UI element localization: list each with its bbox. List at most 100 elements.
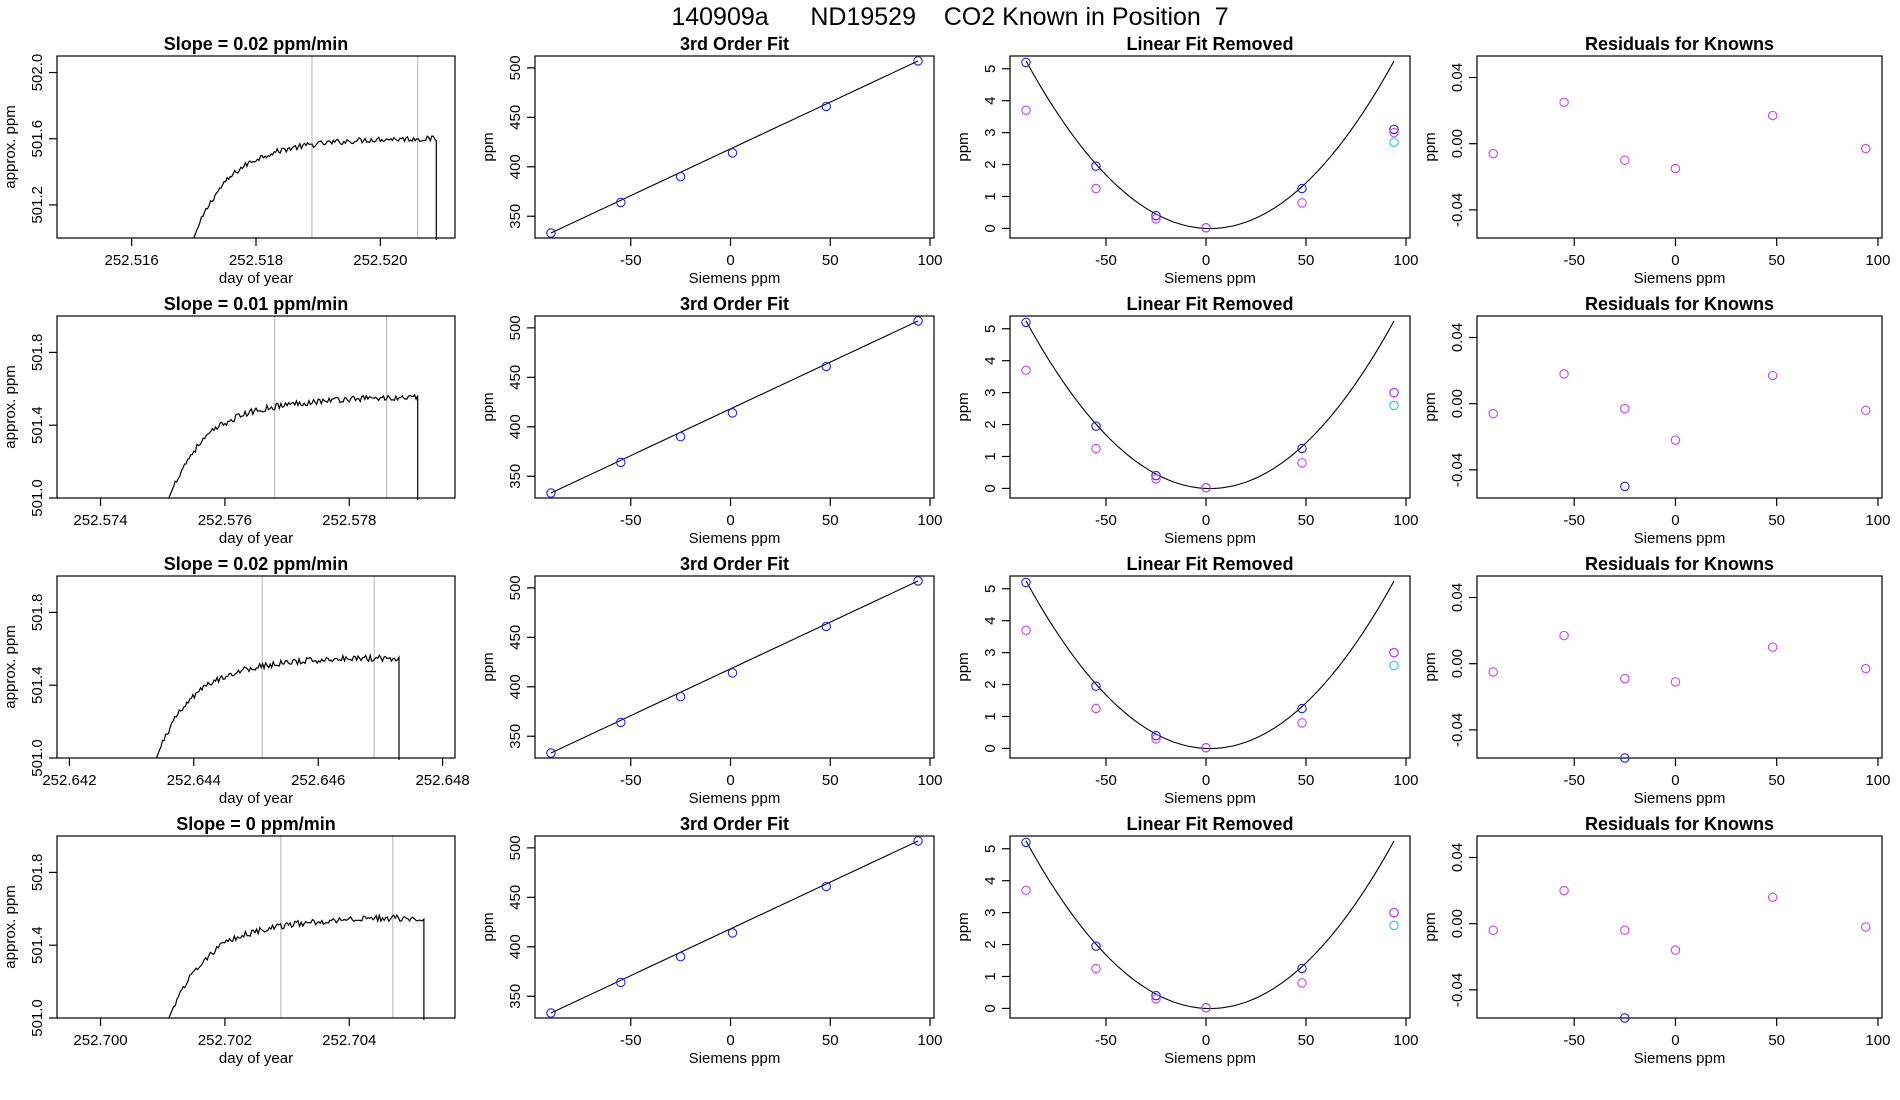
data-point: [1297, 718, 1307, 728]
data-point: [1201, 1003, 1211, 1013]
y-tick-label: 3: [982, 908, 999, 916]
y-tick-label: 4: [982, 357, 999, 365]
x-tick-label: 0: [1671, 1032, 1679, 1049]
y-tick-label: 501.2: [29, 186, 46, 224]
chart-panel: Residuals for Knowns Siemens ppm ppm -50 0 50…: [1422, 814, 1890, 1067]
x-tick-label: 100: [1393, 252, 1418, 269]
y-tick-label: 2: [982, 940, 999, 948]
data-point: [1861, 922, 1871, 932]
x-axis-label: Siemens ppm: [1164, 270, 1256, 287]
y-tick-label: 0.04: [1449, 583, 1466, 612]
plot-frame: [1476, 835, 1883, 1019]
plot-frame: [1009, 575, 1411, 759]
y-tick-label: -0.04: [1449, 973, 1466, 1007]
data-point: [1620, 925, 1630, 936]
y-tick-label: 350: [507, 464, 524, 489]
data-point: [675, 431, 686, 442]
y-tick-label: 0.00: [1449, 909, 1466, 938]
x-tick-label: 100: [1865, 772, 1890, 789]
data-point: [1091, 681, 1101, 691]
y-tick-label: 501.0: [29, 739, 46, 777]
x-tick-label: 100: [917, 772, 942, 789]
data-point: [727, 408, 738, 418]
data-point: [1297, 458, 1307, 468]
x-axis-label: Siemens ppm: [689, 1050, 781, 1067]
data-point: [546, 1008, 556, 1018]
y-tick-label: 3: [982, 648, 999, 656]
data-point: [1151, 994, 1161, 1004]
chart-panel: Slope = 0.02 ppm/min day of year approx. p…: [2, 554, 470, 807]
data-point: [1201, 223, 1211, 233]
data-point: [1767, 892, 1778, 902]
x-tick-label: 50: [822, 252, 839, 269]
x-tick-label: 0: [1202, 772, 1210, 789]
data-point: [1151, 990, 1161, 1001]
data-point: [1021, 577, 1031, 588]
fit-line: [550, 580, 919, 754]
chart-panel: 3rd Order Fit Siemens ppm ppm -50 0 50 100 350 4…: [480, 554, 943, 807]
y-tick-label: 2: [982, 160, 999, 168]
x-tick-label: 252.704: [322, 1032, 376, 1049]
data-point: [1620, 155, 1630, 165]
x-axis-label: Siemens ppm: [1164, 530, 1256, 547]
x-axis-label: Siemens ppm: [1164, 790, 1256, 807]
y-tick-label: -0.04: [1449, 453, 1466, 487]
data-point: [1767, 642, 1778, 652]
data-point: [1488, 408, 1498, 419]
y-tick-label: 0.04: [1449, 323, 1466, 352]
fit-curve: [1025, 60, 1395, 230]
plot-frame: [1009, 55, 1411, 239]
fit-curve: [1025, 580, 1395, 750]
data-point: [675, 691, 686, 702]
trace-line: [155, 652, 400, 760]
data-point: [1201, 483, 1211, 493]
data-point: [1091, 703, 1101, 714]
x-tick-label: 0: [726, 772, 734, 789]
data-point: [1091, 183, 1101, 194]
data-point: [913, 316, 923, 326]
data-point: [1767, 110, 1778, 121]
data-point: [1620, 753, 1630, 763]
x-axis-label: Siemens ppm: [1164, 1050, 1256, 1067]
y-axis-label: ppm: [1422, 652, 1439, 681]
x-tick-label: 0: [726, 252, 734, 269]
chart-title: 3rd Order Fit: [680, 814, 789, 834]
data-point: [1488, 925, 1498, 936]
x-tick-label: 0: [1671, 772, 1679, 789]
x-tick-label: 50: [822, 772, 839, 789]
x-tick-label: -50: [620, 252, 642, 269]
x-tick-label: 50: [822, 1032, 839, 1049]
x-tick-label: 100: [1865, 1032, 1890, 1049]
y-tick-label: 0.00: [1449, 649, 1466, 678]
data-point: [1389, 124, 1399, 135]
data-point: [1861, 143, 1871, 154]
y-tick-label: 5: [982, 585, 999, 593]
y-tick-label: 0.00: [1449, 129, 1466, 158]
x-tick-label: 100: [1393, 1032, 1418, 1049]
x-tick-label: -50: [620, 512, 642, 529]
x-axis-label: Siemens ppm: [689, 530, 781, 547]
data-point: [1767, 370, 1778, 381]
data-point: [1861, 405, 1871, 416]
data-point: [546, 748, 556, 758]
data-point: [1620, 403, 1630, 414]
y-axis-label: ppm: [955, 132, 972, 161]
y-axis-label: ppm: [955, 912, 972, 941]
x-tick-label: 50: [1298, 252, 1315, 269]
data-point: [1297, 703, 1307, 714]
x-tick-label: 50: [822, 512, 839, 529]
data-point: [821, 881, 832, 892]
data-point: [1021, 365, 1031, 376]
chart-title: 3rd Order Fit: [680, 294, 789, 314]
data-point: [1021, 105, 1031, 116]
y-axis-label: approx. ppm: [2, 365, 19, 448]
data-point: [1297, 963, 1307, 974]
x-tick-label: 252.648: [415, 772, 469, 789]
x-tick-label: 100: [917, 252, 942, 269]
y-tick-label: 0: [982, 1004, 999, 1012]
x-tick-label: 50: [1768, 252, 1785, 269]
x-tick-label: -50: [620, 772, 642, 789]
data-point: [1151, 734, 1161, 744]
